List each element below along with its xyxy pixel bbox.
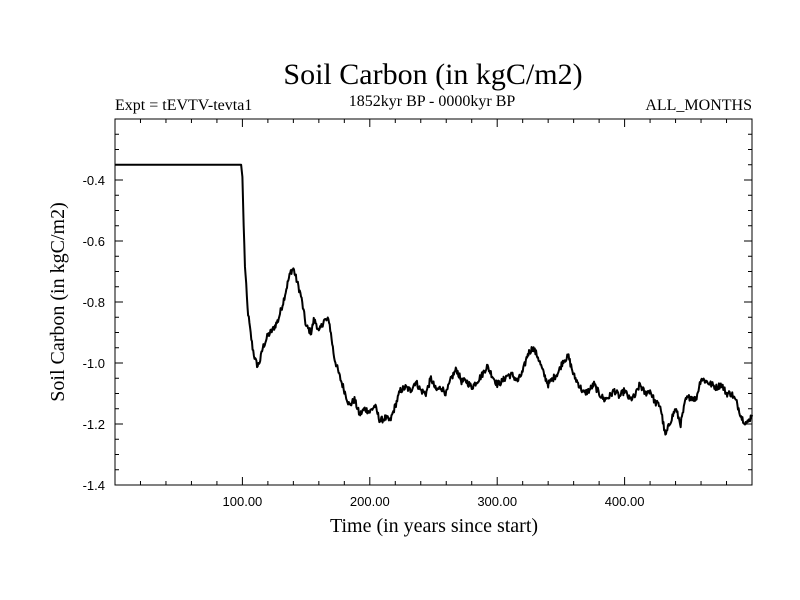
x-tick-label: 100.00 <box>223 494 263 509</box>
y-tick-label: -0.4 <box>83 173 105 188</box>
y-tick-label: -0.6 <box>83 234 105 249</box>
y-axis-ticks <box>115 118 752 486</box>
x-tick-label: 300.00 <box>477 494 517 509</box>
x-tick-label: 200.00 <box>350 494 390 509</box>
soil-carbon-series-line <box>114 163 753 436</box>
chart-title: Soil Carbon (in kgC/m2) <box>283 58 582 91</box>
months-label: ALL_MONTHS <box>645 97 752 114</box>
y-axis-label: Soil Carbon (in kgC/m2) <box>47 202 69 401</box>
x-tick-label: 400.00 <box>605 494 645 509</box>
y-tick-label: -1.4 <box>83 478 105 493</box>
y-tick-label: -1.0 <box>83 356 105 371</box>
y-tick-label: -0.8 <box>83 295 105 310</box>
time-range-label: 1852kyr BP - 0000kyr BP <box>349 93 516 110</box>
y-axis-tick-labels: -1.4 -1.2 -1.0 -0.8 -0.6 -0.4 <box>83 173 105 493</box>
x-axis-ticks <box>139 119 728 485</box>
y-tick-label: -1.2 <box>83 417 105 432</box>
experiment-label: Expt = tEVTV-tevta1 <box>115 97 252 114</box>
x-axis-label: Time (in years since start) <box>330 515 538 537</box>
x-axis-tick-labels: 100.00 200.00 300.00 400.00 <box>223 494 645 509</box>
plot-area-frame <box>114 118 753 486</box>
